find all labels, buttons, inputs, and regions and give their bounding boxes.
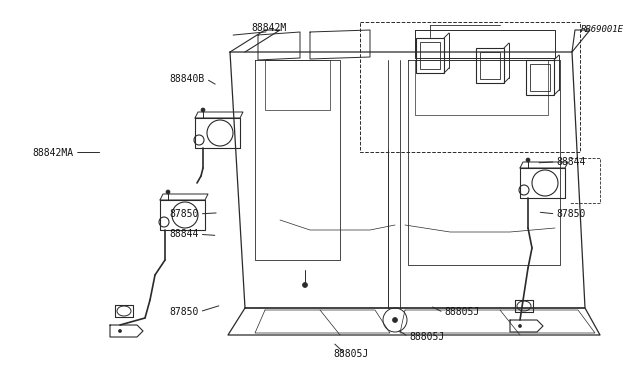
Text: 88844: 88844	[169, 230, 198, 239]
Bar	[420, 42, 440, 69]
Text: 87850: 87850	[169, 209, 198, 219]
Bar	[360, 22, 580, 152]
Bar	[416, 38, 444, 73]
Bar	[480, 52, 500, 79]
Text: RB69001E: RB69001E	[581, 25, 624, 34]
Circle shape	[526, 158, 530, 162]
Text: 88842M: 88842M	[251, 23, 287, 33]
Circle shape	[118, 330, 122, 333]
Text: 88805J: 88805J	[445, 308, 480, 317]
Text: 88840B: 88840B	[170, 74, 205, 84]
Circle shape	[518, 324, 522, 327]
Text: 88805J: 88805J	[333, 349, 369, 359]
Circle shape	[303, 282, 307, 288]
Text: 87850: 87850	[557, 209, 586, 219]
Circle shape	[201, 108, 205, 112]
Bar	[530, 64, 550, 91]
Circle shape	[392, 317, 397, 323]
Bar	[526, 60, 554, 95]
Circle shape	[166, 190, 170, 194]
Text: 88844: 88844	[557, 157, 586, 167]
Text: 88842MA: 88842MA	[33, 148, 74, 157]
Text: 87850: 87850	[169, 307, 198, 317]
Bar	[476, 48, 504, 83]
Text: 88805J: 88805J	[410, 332, 445, 341]
